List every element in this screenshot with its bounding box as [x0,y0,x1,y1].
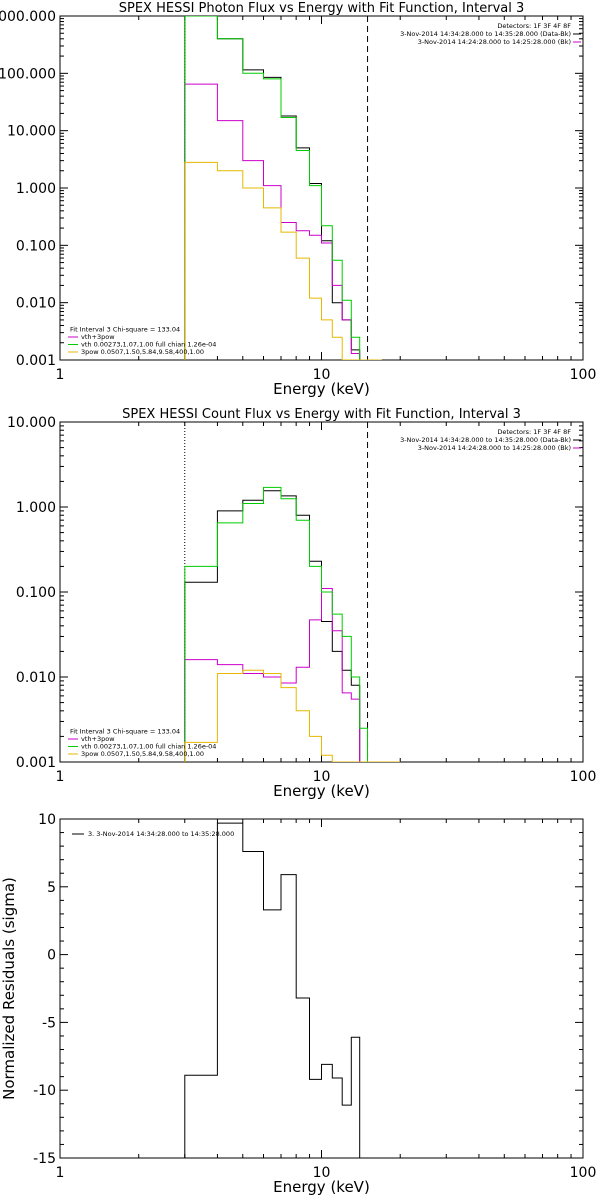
legend-entry: 3. 3-Nov-2014 14:34:28.000 to 14:35:28.0… [88,830,234,838]
series-line-2 [184,83,382,360]
legend-bottom-entry: vth 0.00273,1.07,1.00 full chian 1.26e-0… [81,743,216,751]
legend-bottom-entry: Fit Interval 3 Chi-square = 133.04 [70,728,180,736]
series-line-4 [184,161,382,360]
series-group [184,16,382,360]
series-line-3 [184,16,382,360]
legend-top-entry: Detectors: 1F 3F 4F 8F [497,22,571,30]
y-tick-label: 0.010 [16,296,56,312]
y-tick-label: -10 [33,1083,56,1099]
y-tick-label: -15 [33,1151,56,1167]
legend-top-entry: 3-Nov-2014 14:34:28.000 to 14:35:28.000 … [400,30,571,38]
y-tick-label: 1.000 [16,181,56,197]
x-tick-label: 10 [313,769,331,785]
legend-bottom-entry: vth+3pow [81,735,115,743]
chart-title: SPEX HESSI Count Flux vs Energy with Fit… [122,407,521,422]
y-tick-label: 0.001 [16,755,56,771]
x-tick-label: 10 [313,367,331,383]
series-line-4 [184,669,401,762]
y-axis-label: Normalized Residuals (sigma) [0,877,18,1100]
chart-panel-3: Energy (keV) Normalized Residuals (sigma)… [0,812,596,1196]
legend-bottom-entry: vth 0.00273,1.07,1.00 full chian 1.26e-0… [81,341,216,349]
chart-panel-2: SPEX HESSI Count Flux vs Energy with Fit… [7,407,596,800]
y-tick-label: 10.000 [7,124,56,140]
chart-panel-1: SPEX HESSI Photon Flux vs Energy with Fi… [0,1,596,398]
series-group [184,822,361,1158]
legend-top-entry: Detectors: 1F 3F 4F 8F [497,428,571,436]
y-tick-label: 0.100 [16,238,56,254]
series-line-1 [184,822,361,1158]
y-tick-label: 10 [38,812,56,828]
y-tick-label: 5 [47,880,56,896]
x-tick-label: 100 [570,769,597,785]
y-tick-label: 0 [47,948,56,964]
x-tick-label: 10 [313,1165,331,1181]
x-axis-label: Energy (keV) [273,380,370,398]
legend-top-entry: 3-Nov-2014 14:34:28.000 to 14:35:28.000 … [400,436,571,444]
series-line-1 [184,16,382,360]
y-tick-label: 0.010 [16,670,56,686]
legend-bottom-entry: vth+3pow [81,333,115,341]
y-tick-label: 0.001 [16,353,56,369]
x-axis-label: Energy (keV) [273,1178,370,1196]
y-tick-label: 1.000 [16,500,56,516]
y-tick-label: 0.100 [16,585,56,601]
y-tick-label: 100.000 [0,66,56,82]
y-tick-label: 10.000 [7,415,56,431]
x-tick-label: 1 [56,1165,65,1181]
x-tick-label: 100 [570,1165,597,1181]
legend-top-entry: 3-Nov-2014 14:24:28.000 to 14:25:28.000 … [418,444,571,452]
x-tick-label: 1 [56,769,65,785]
series-group [184,486,401,762]
legend-bottom-entry: Fit Interval 3 Chi-square = 133.04 [70,326,180,334]
x-axis-label: Energy (keV) [273,782,370,800]
legend-top-entry: 3-Nov-2014 14:24:28.000 to 14:25:28.000 … [418,38,571,46]
series-line-3 [184,486,401,762]
legend-bottom-entry: 3pow 0.0507,1.50,5.84,9.58,400,1.00 [81,750,204,758]
x-tick-label: 100 [570,367,597,383]
x-tick-label: 1 [56,367,65,383]
legend-bottom-entry: 3pow 0.0507,1.50,5.84,9.58,400,1.00 [81,348,204,356]
chart-title: SPEX HESSI Photon Flux vs Energy with Fi… [119,1,525,16]
plot-frame [59,818,584,1159]
y-tick-label: -5 [42,1015,56,1031]
